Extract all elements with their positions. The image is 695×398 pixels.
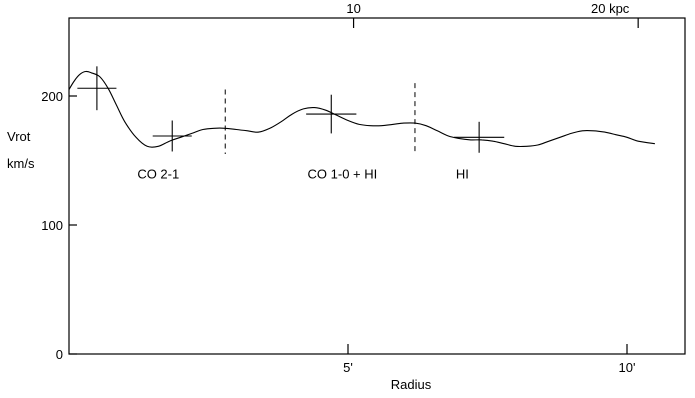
y-tick-label: 200 <box>41 89 63 104</box>
error-cross <box>454 121 505 153</box>
y-axis-title-line2: km/s <box>7 156 35 171</box>
region-labels: CO 2-1 CO 1-0 + HI HI <box>137 167 469 182</box>
y-tick-label: 100 <box>41 218 63 233</box>
error-cross <box>77 66 117 111</box>
rotation-curve-line <box>68 70 655 148</box>
error-crosses <box>77 66 505 153</box>
region-label: CO 2-1 <box>137 167 179 182</box>
axis-ticks <box>69 18 639 355</box>
region-dividers <box>224 83 416 155</box>
axis-tick-labels: 0 100 200 5' 10' 10 20 kpc <box>41 1 635 375</box>
plot-frame <box>68 17 686 355</box>
x-axis-title: Radius <box>391 377 432 392</box>
error-cross <box>306 94 357 134</box>
error-cross <box>152 120 192 152</box>
y-tick-label: 0 <box>56 347 63 362</box>
x-tick-label-bottom: 5' <box>343 360 353 375</box>
y-axis-title-line1: Vrot <box>7 129 31 144</box>
region-label: CO 1-0 + HI <box>308 167 378 182</box>
x-tick-label-top: 20 kpc <box>591 1 630 16</box>
x-tick-label-bottom: 10' <box>619 360 636 375</box>
x-tick-label-top: 10 <box>346 1 360 16</box>
region-label: HI <box>456 167 469 182</box>
